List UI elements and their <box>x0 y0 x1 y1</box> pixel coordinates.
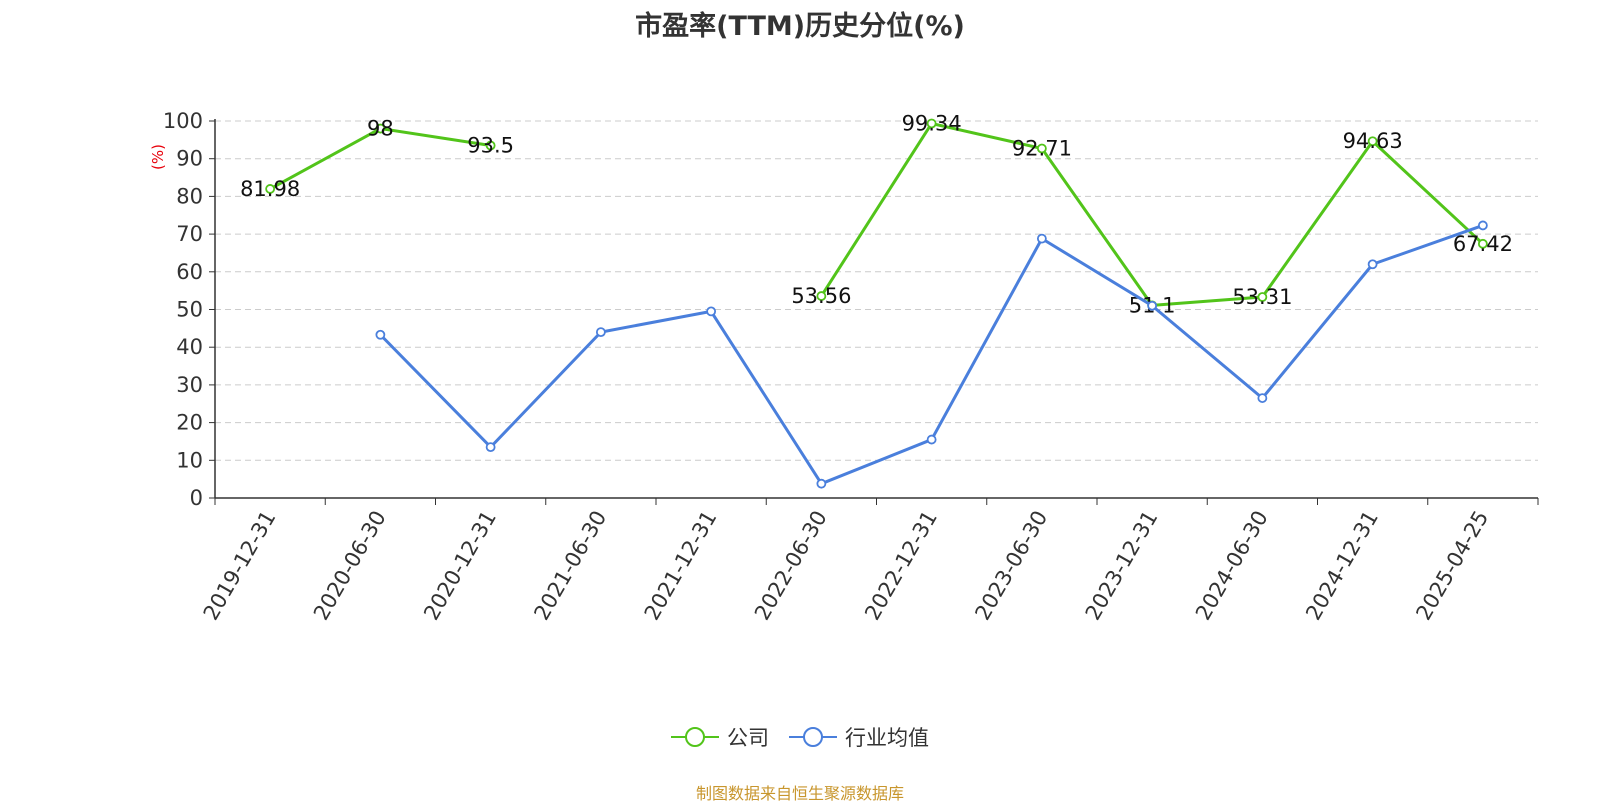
x-tick-label: 2020-06-30 <box>309 507 391 625</box>
x-tick-label: 2023-06-30 <box>970 507 1052 625</box>
data-point <box>1477 238 1488 249</box>
data-point <box>1036 143 1047 154</box>
x-tick-label: 2025-04-25 <box>1411 507 1493 625</box>
x-tick-label: 2024-06-30 <box>1191 507 1273 625</box>
data-point <box>1367 259 1378 270</box>
legend-label-company: 公司 <box>727 726 769 750</box>
data-point <box>816 291 827 301</box>
data-label: 94.63 <box>1343 129 1403 153</box>
series-1 <box>375 220 1488 489</box>
y-tick-label: 30 <box>176 373 203 397</box>
data-point <box>1367 136 1378 147</box>
data-point <box>706 306 717 317</box>
y-axis-label: (%) <box>149 144 167 170</box>
data-point <box>1036 233 1047 244</box>
data-label: 53.56 <box>791 284 851 308</box>
legend-icon-company <box>671 727 719 747</box>
x-tick-label: 2019-12-31 <box>199 507 281 625</box>
data-point <box>1477 220 1488 231</box>
data-label: 81.98 <box>240 177 300 201</box>
x-tick-label: 2021-06-30 <box>529 507 611 625</box>
legend: 公司 行业均值 <box>0 722 1600 752</box>
series-line <box>379 224 1484 486</box>
y-tick-label: 70 <box>176 222 203 246</box>
y-tick-label: 40 <box>176 335 203 359</box>
data-point <box>1257 292 1268 302</box>
y-tick-label: 20 <box>176 411 203 435</box>
data-label: 67.42 <box>1453 232 1513 256</box>
data-point <box>1257 393 1268 403</box>
legend-label-industry-average: 行业均值 <box>845 726 929 750</box>
legend-item-industry-average[interactable]: 行业均值 <box>789 722 929 752</box>
y-tick-label: 80 <box>176 184 203 208</box>
x-tick-label: 2020-12-31 <box>419 507 501 625</box>
data-point <box>1147 300 1158 311</box>
data-point <box>816 478 827 489</box>
data-point <box>926 118 937 129</box>
data-label: 99.34 <box>902 111 962 135</box>
data-point <box>485 140 496 151</box>
x-tick-label: 2022-12-31 <box>860 507 942 625</box>
legend-icon-industry-average <box>789 727 837 747</box>
x-tick-label: 2024-12-31 <box>1301 507 1383 625</box>
legend-item-company[interactable]: 公司 <box>671 722 769 752</box>
y-tick-label: 60 <box>176 260 203 284</box>
x-tick-label: 2023-12-31 <box>1081 507 1163 625</box>
data-label: 93.5 <box>467 134 514 158</box>
y-tick-label: 10 <box>176 448 203 472</box>
y-tick-label: 90 <box>176 147 203 171</box>
y-tick-label: 0 <box>190 486 203 510</box>
data-label: 53.31 <box>1232 285 1292 309</box>
x-tick-label: 2022-06-30 <box>750 507 832 625</box>
data-point <box>265 184 276 194</box>
data-point <box>375 329 386 340</box>
data-label: 98 <box>367 117 394 141</box>
series-0: 81.989893.553.5699.3492.7151.153.3194.63… <box>240 111 1513 317</box>
data-point <box>926 434 937 445</box>
y-tick-label: 50 <box>176 298 203 322</box>
data-point <box>375 123 386 134</box>
y-tick-label: 100 <box>163 109 203 133</box>
data-label: 92.71 <box>1012 136 1072 160</box>
data-point <box>485 442 496 453</box>
chart-title: 市盈率(TTM)历史分位(%) <box>635 11 965 42</box>
x-tick-label: 2021-12-31 <box>640 507 722 625</box>
source-footer: 制图数据来自恒生聚源数据库 <box>695 784 904 803</box>
data-point <box>595 327 606 338</box>
